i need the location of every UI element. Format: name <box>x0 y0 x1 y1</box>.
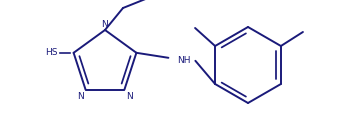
Text: N: N <box>77 92 84 101</box>
Text: N: N <box>102 20 108 29</box>
Text: HS: HS <box>45 48 58 57</box>
Text: N: N <box>127 92 133 101</box>
Text: NH: NH <box>177 56 190 65</box>
